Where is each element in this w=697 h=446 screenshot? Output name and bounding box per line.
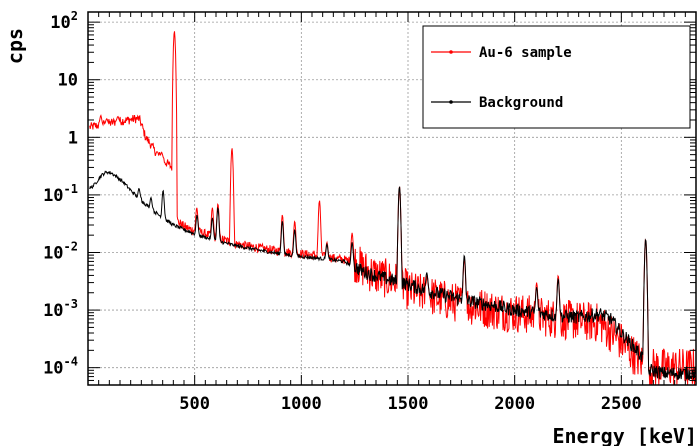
y-tick-base: 10 [43,359,63,379]
y-tick-exponent: -3 [64,297,78,311]
grid [88,12,696,385]
legend-label-au6: Au-6 sample [479,45,572,61]
legend: Au-6 sample Background [422,25,691,129]
axis-ticks [87,12,697,386]
series-background-line [89,170,697,382]
y-tick-base: 10 [58,71,78,91]
y-tick-base: 10 [50,13,70,33]
y-tick-exponent: -1 [64,182,78,196]
x-axis-title: Energy [keV] [553,424,697,446]
y-tick-exponent: -2 [64,239,78,253]
y-tick-exponent: 2 [71,9,78,23]
x-tick-label: 500 [179,394,210,414]
x-tick-label: 1500 [388,394,429,414]
series-layer [89,31,697,386]
y-tick-base: 10 [43,186,63,206]
y-tick-label: 10-3 [43,297,78,321]
y-tick-label: 10-1 [43,182,78,206]
x-tick-label: 2500 [601,394,642,414]
y-tick-label: 10 [58,71,78,91]
legend-label-background: Background [479,95,563,111]
y-tick-base: 1 [68,128,78,148]
y-tick-exponent: -4 [64,355,78,369]
y-axis-title: cps [3,28,27,64]
y-tick-label: 10-2 [43,239,78,263]
y-tick-label: 1 [68,128,78,148]
y-tick-label: 10-4 [43,355,78,379]
x-tick-label: 2000 [494,394,535,414]
legend-marker-au6 [449,50,453,54]
y-tick-base: 10 [43,301,63,321]
y-tick-base: 10 [43,243,63,263]
axis-tick-labels: 500 1000 1500 2000 250010-410-310-210-111010… [43,9,642,414]
x-tick-label: 1000 [281,394,322,414]
legend-box [422,25,691,129]
plot-frame [87,11,697,386]
y-tick-label: 102 [50,9,78,33]
legend-marker-background [449,100,453,104]
